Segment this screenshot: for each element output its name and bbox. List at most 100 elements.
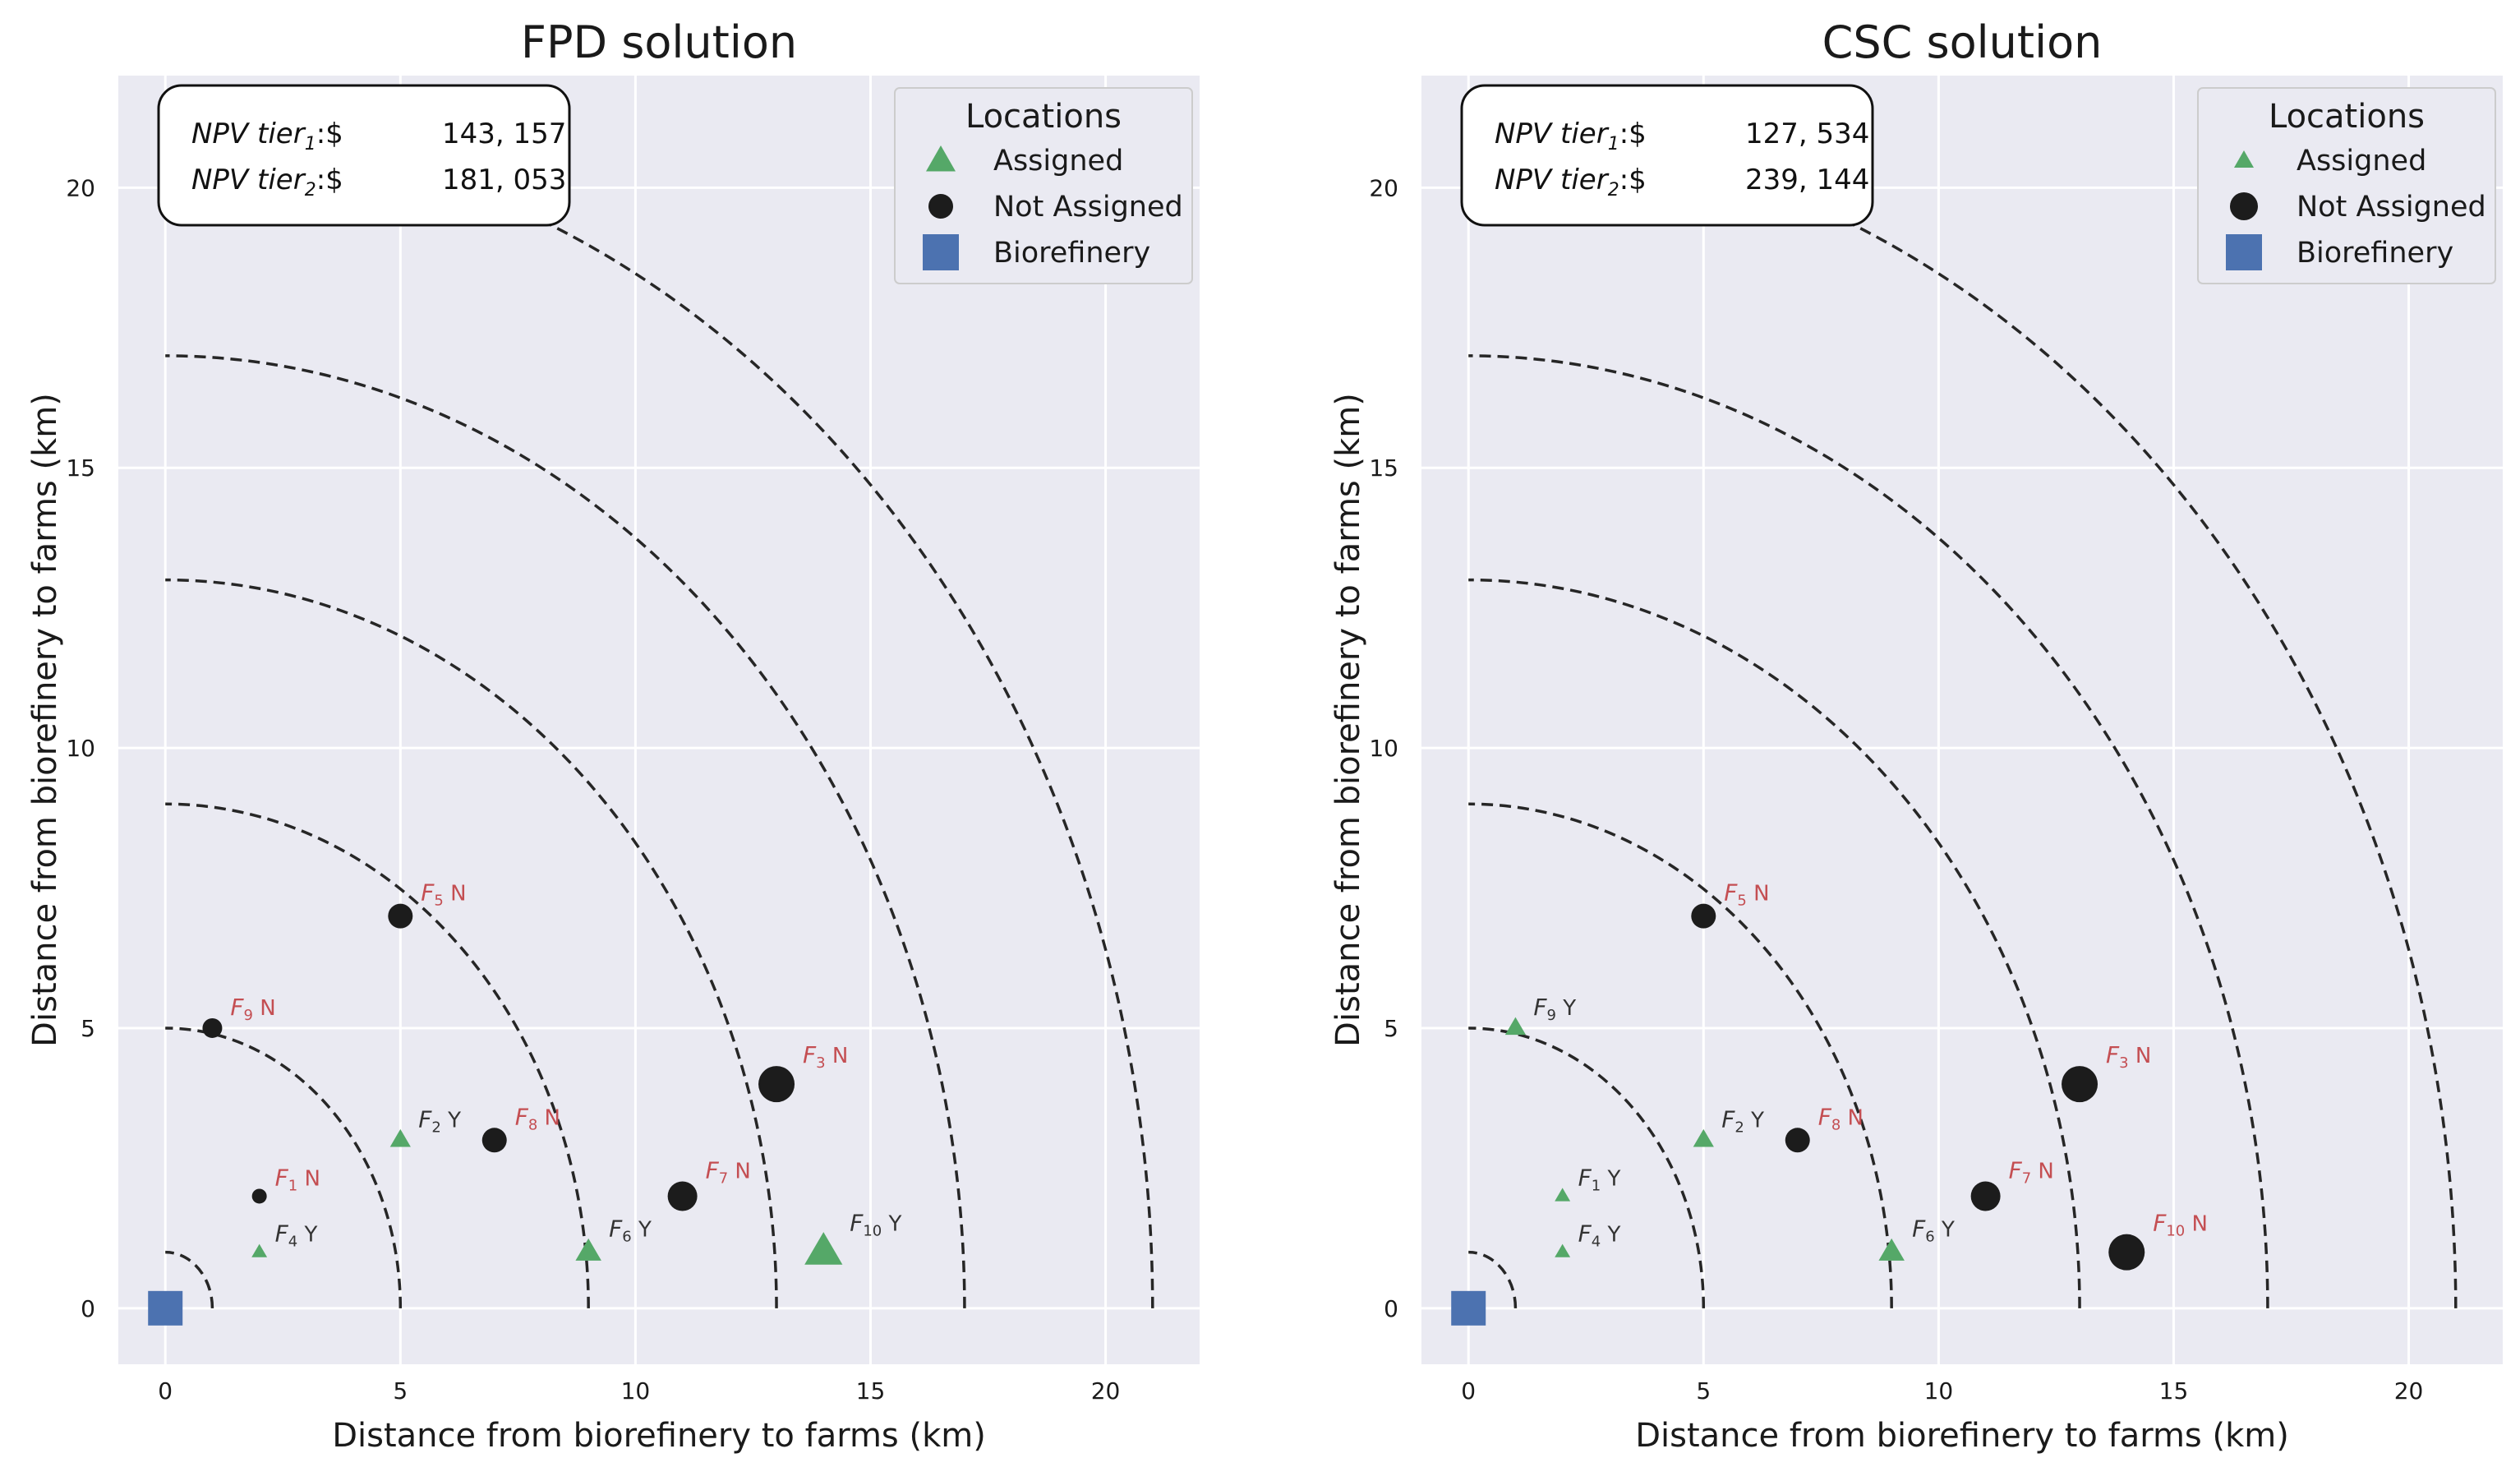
distance-ring-9: [1468, 802, 1893, 1308]
legend-biorefinery-icon: [2226, 234, 2262, 270]
x-tick-label: 20: [2394, 1377, 2424, 1405]
distance-ring-13: [165, 578, 778, 1308]
biorefinery-marker: [148, 1290, 183, 1326]
biorefinery-marker: [1451, 1290, 1486, 1326]
legend-item-label: Assigned: [2297, 145, 2426, 178]
x-axis-label: Distance from biorefinery to farms (km): [1635, 1417, 2289, 1455]
farm-label: F7 N: [2009, 1156, 2054, 1187]
legend-title: Locations: [2269, 98, 2425, 136]
farm-marker-assigned: [1693, 1128, 1714, 1147]
legend-item-label: Assigned: [993, 145, 1123, 178]
legend-item-label: Not Assigned: [2297, 191, 2486, 224]
farm-marker-not-assigned: [2062, 1066, 2098, 1103]
farm-marker-not-assigned: [758, 1066, 795, 1103]
legend-item-label: Biorefinery: [2297, 237, 2453, 270]
farm-marker-not-assigned: [1785, 1128, 1810, 1153]
legend-not-assigned-icon: [928, 194, 953, 219]
farm-marker-assigned: [804, 1232, 843, 1265]
legend-assigned-icon: [926, 145, 956, 172]
npv-box: [1460, 84, 1874, 227]
distance-ring-9: [165, 802, 590, 1308]
distance-ring-13: [1468, 578, 2081, 1308]
farm-marker-assigned: [575, 1238, 601, 1261]
farm-marker-assigned: [1878, 1238, 1905, 1261]
farm-label: F6 Y: [609, 1216, 652, 1246]
y-tick-label: 0: [81, 1295, 95, 1322]
x-tick-label: 15: [856, 1377, 886, 1405]
distance-ring-5: [1468, 1026, 1706, 1308]
farm-label: F2 Y: [1721, 1105, 1764, 1136]
legend-box: [2197, 87, 2496, 284]
chart-panel-csc: 0 5 10 15 20 0 5 10 15 20 CSC solution Distance fro…: [1329, 16, 2503, 1455]
farm-marker-assigned: [389, 1128, 411, 1147]
farm-label: F5 N: [1724, 879, 1769, 910]
farm-label: F9 Y: [1533, 994, 1576, 1024]
y-tick-label: 10: [66, 735, 95, 762]
x-axis-label: Distance from biorefinery to farms (km): [332, 1417, 986, 1455]
x-tick-label: 15: [2159, 1377, 2189, 1405]
farm-label: F3 N: [2106, 1041, 2151, 1072]
farm-label: F10 Y: [850, 1210, 901, 1240]
farm-label: F2 Y: [418, 1105, 461, 1136]
npv-tier-1: NPV tier1:$ 143, 157: [191, 118, 566, 155]
legend-not-assigned-icon: [2230, 192, 2258, 220]
farm-label: F6 Y: [1912, 1216, 1955, 1246]
farm-marker-assigned: [251, 1243, 268, 1257]
npv-tier-1: NPV tier1:$ 127, 534: [1495, 118, 1869, 155]
distance-ring-1: [165, 1250, 214, 1308]
y-tick-label: 15: [66, 454, 95, 482]
farm-marker-not-assigned: [202, 1017, 223, 1038]
x-tick-label: 5: [393, 1377, 408, 1405]
x-tick-label: 10: [1924, 1377, 1954, 1405]
distance-ring-17: [1468, 354, 2269, 1308]
distance-ring-17: [165, 354, 966, 1308]
farm-marker-not-assigned: [251, 1188, 267, 1204]
x-tick-label: 0: [1461, 1377, 1476, 1405]
farm-label: F10 N: [2153, 1210, 2208, 1240]
y-tick-label: 15: [1369, 454, 1398, 482]
legend-assigned-icon: [2234, 150, 2254, 168]
chart-panel-fpd: 0 5 10 15 20 0 5 10 15 20 FPD solution Distance fro…: [26, 16, 1200, 1455]
legend-title: Locations: [965, 98, 1122, 136]
farm-label: F5 N: [421, 879, 466, 910]
x-tick-label: 10: [621, 1377, 651, 1405]
farm-label: F3 N: [803, 1041, 848, 1072]
distance-ring-1: [1468, 1250, 1518, 1308]
farm-label: F4 Y: [275, 1220, 318, 1251]
farm-marker-assigned: [1504, 1017, 1527, 1036]
npv-tier-2: NPV tier2:$ 181, 053: [191, 164, 566, 201]
y-tick-label: 5: [81, 1015, 95, 1042]
farm-label: F7 N: [706, 1156, 751, 1187]
farm-marker-not-assigned: [667, 1181, 698, 1211]
npv-box: [157, 84, 571, 227]
y-tick-label: 20: [1369, 174, 1398, 201]
farm-label: F8 N: [1818, 1103, 1864, 1133]
farm-marker-not-assigned: [1691, 903, 1716, 929]
y-tick-label: 0: [1384, 1295, 1398, 1322]
chart-title: CSC solution: [1822, 16, 2103, 68]
npv-tier-2: NPV tier2:$ 239, 144: [1495, 164, 1869, 201]
x-tick-label: 20: [1091, 1377, 1121, 1405]
y-tick-label: 20: [66, 174, 95, 201]
farm-marker-assigned: [1555, 1188, 1571, 1202]
legend-box: [894, 87, 1193, 284]
y-axis-label: Distance from biorefinery to farms (km): [26, 393, 64, 1047]
farm-label: F1 Y: [1578, 1164, 1621, 1194]
y-axis-label: Distance from biorefinery to farms (km): [1329, 393, 1367, 1047]
x-tick-label: 5: [1696, 1377, 1711, 1405]
x-tick-label: 0: [158, 1377, 173, 1405]
legend-item-label: Biorefinery: [993, 237, 1150, 270]
legend-biorefinery-icon: [923, 234, 959, 270]
farm-marker-not-assigned: [388, 903, 413, 929]
farm-marker-not-assigned: [1970, 1181, 2001, 1211]
farm-label: F8 N: [515, 1103, 560, 1133]
farm-marker-not-assigned: [481, 1128, 507, 1153]
legend-item-label: Not Assigned: [993, 191, 1183, 224]
y-tick-label: 5: [1384, 1015, 1398, 1042]
farm-marker-not-assigned: [2108, 1234, 2145, 1271]
farm-label: F9 N: [230, 994, 275, 1024]
farm-label: F1 N: [275, 1164, 320, 1194]
y-tick-label: 10: [1369, 735, 1398, 762]
farm-marker-assigned: [1555, 1243, 1571, 1257]
